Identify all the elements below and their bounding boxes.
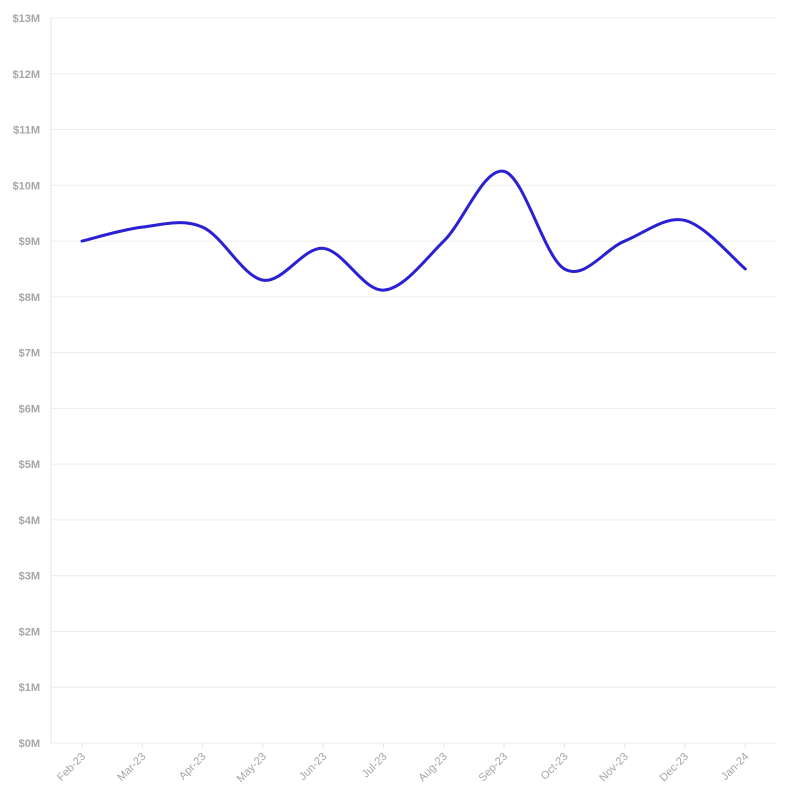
y-axis: $0M $1M $2M $3M $4M $5M $6M $7M $8M $9M $10M $11M $1… — [12, 13, 52, 750]
x-tick-label: Feb-23 — [55, 751, 88, 784]
x-tick-label: Aug-23 — [416, 751, 450, 785]
gridlines — [51, 17, 776, 744]
y-tick-label: $3M — [19, 571, 40, 583]
y-tick-label: $8M — [19, 292, 40, 304]
x-tick-label: Jul-23 — [360, 751, 390, 781]
y-tick-label: $5M — [19, 459, 40, 471]
y-tick-label: $1M — [19, 682, 40, 694]
y-tick-label: $4M — [19, 515, 40, 527]
y-tick-label: $6M — [19, 403, 40, 415]
series-group — [80, 169, 747, 292]
x-tick-label: Oct-23 — [539, 751, 571, 783]
x-tick-label: Sep-23 — [477, 751, 511, 785]
y-tick-label: $2M — [19, 626, 40, 638]
y-tick-label: $13M — [12, 13, 40, 25]
x-tick-label: Jan-24 — [719, 751, 751, 783]
x-tick-label: Mar-23 — [115, 751, 148, 784]
y-tick-label: $0M — [19, 738, 40, 750]
series-line — [80, 169, 747, 292]
x-tick-label: Nov-23 — [597, 751, 631, 785]
y-tick-label: $9M — [19, 236, 40, 248]
x-tick-label: Apr-23 — [177, 751, 209, 783]
x-axis: Feb-23 Mar-23 Apr-23 May-23 Jun-23 Jul-23 Aug-… — [55, 743, 751, 785]
y-tick-label: $7M — [19, 348, 40, 360]
x-tick-label: Dec-23 — [658, 751, 692, 785]
y-tick-label: $12M — [12, 69, 40, 81]
y-tick-label: $10M — [12, 180, 40, 192]
x-tick-label: May-23 — [235, 751, 269, 785]
x-tick-label: Jun-23 — [297, 751, 329, 783]
y-tick-label: $11M — [13, 125, 40, 137]
